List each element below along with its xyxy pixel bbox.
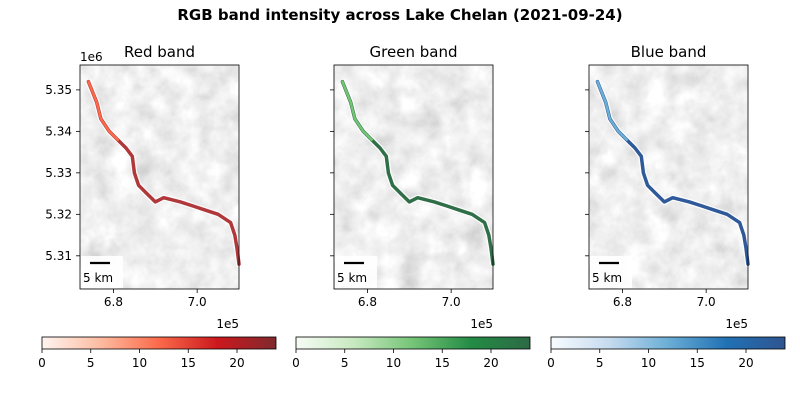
x-tick-label: 6.8 [104, 295, 123, 309]
axes-frame [588, 64, 749, 290]
scalebar-label: 5 km [83, 271, 113, 285]
x-tick-label: 6.8 [613, 295, 632, 309]
colorbar-gradient [550, 336, 786, 350]
colorbar-tick-label: 5 [87, 356, 95, 370]
panel-blues: Blue band 6.8 7.0 1e5 5 km 0 5 10 15 20 [547, 43, 786, 370]
terrain-hillshade [589, 65, 748, 289]
x-tick-label: 6.8 [358, 295, 377, 309]
panel-greens: Green band 6.8 7.0 1e5 5 km 0 5 10 15 20 [292, 43, 531, 370]
y-tick-label: 5.34 [45, 124, 72, 138]
y-tick-label: 5.33 [45, 166, 72, 180]
colorbar-tick-label: 5 [341, 356, 349, 370]
lake-intensity-head [341, 80, 373, 141]
lake-intensity-head [596, 80, 628, 141]
colorbar-reds: 0 5 10 15 20 [38, 336, 277, 370]
colorbar-greens: 0 5 10 15 20 [292, 336, 531, 370]
y-tick-label: 5.35 [45, 83, 72, 97]
lake-intensity-head [87, 80, 119, 141]
colorbar-tick-label: 0 [292, 356, 300, 370]
figure-suptitle: RGB band intensity across Lake Chelan (2… [177, 6, 622, 24]
colorbar-tick-label: 0 [547, 356, 555, 370]
colorbar-tick-label: 10 [641, 356, 656, 370]
colorbar-blues: 0 5 10 15 20 [547, 336, 786, 370]
panel-title: Red band [124, 43, 195, 61]
colorbar-gradient [295, 336, 531, 350]
colorbar-tick-label: 15 [690, 356, 705, 370]
terrain-hillshade [334, 65, 493, 289]
x-offset-label: 1e5 [216, 317, 239, 331]
colorbar-tick-label: 15 [435, 356, 450, 370]
colorbar-tick-label: 10 [132, 356, 147, 370]
colorbar-tick-label: 20 [738, 356, 753, 370]
colorbar-tick-label: 0 [38, 356, 46, 370]
scalebar-label: 5 km [592, 271, 622, 285]
x-tick-label: 7.0 [697, 295, 716, 309]
x-offset-label: 1e5 [725, 317, 748, 331]
colorbar-tick-label: 5 [596, 356, 604, 370]
terrain-hillshade [80, 65, 239, 289]
colorbar-tick-label: 20 [483, 356, 498, 370]
panel-reds: Red band 6.8 7.0 1e5 5.31 5.32 5.33 5.34 5.35 1e6… [38, 43, 277, 370]
colorbar-gradient [41, 336, 277, 350]
scalebar-box [335, 256, 377, 288]
axes-frame [333, 64, 494, 290]
colorbar-tick-label: 20 [229, 356, 244, 370]
x-tick-label: 7.0 [188, 295, 207, 309]
scalebar-box [590, 256, 632, 288]
colorbar-tick-label: 10 [386, 356, 401, 370]
y-tick-label: 5.32 [45, 207, 72, 221]
scalebar-label: 5 km [337, 271, 367, 285]
y-offset-label: 1e6 [80, 50, 103, 64]
x-tick-label: 7.0 [442, 295, 461, 309]
axes-frame [79, 64, 240, 290]
panel-title: Blue band [631, 43, 707, 61]
panel-title: Green band [370, 43, 458, 61]
y-tick-label: 5.31 [45, 249, 72, 263]
scalebar-box [81, 256, 123, 288]
colorbar-tick-label: 15 [181, 356, 196, 370]
x-offset-label: 1e5 [470, 317, 493, 331]
